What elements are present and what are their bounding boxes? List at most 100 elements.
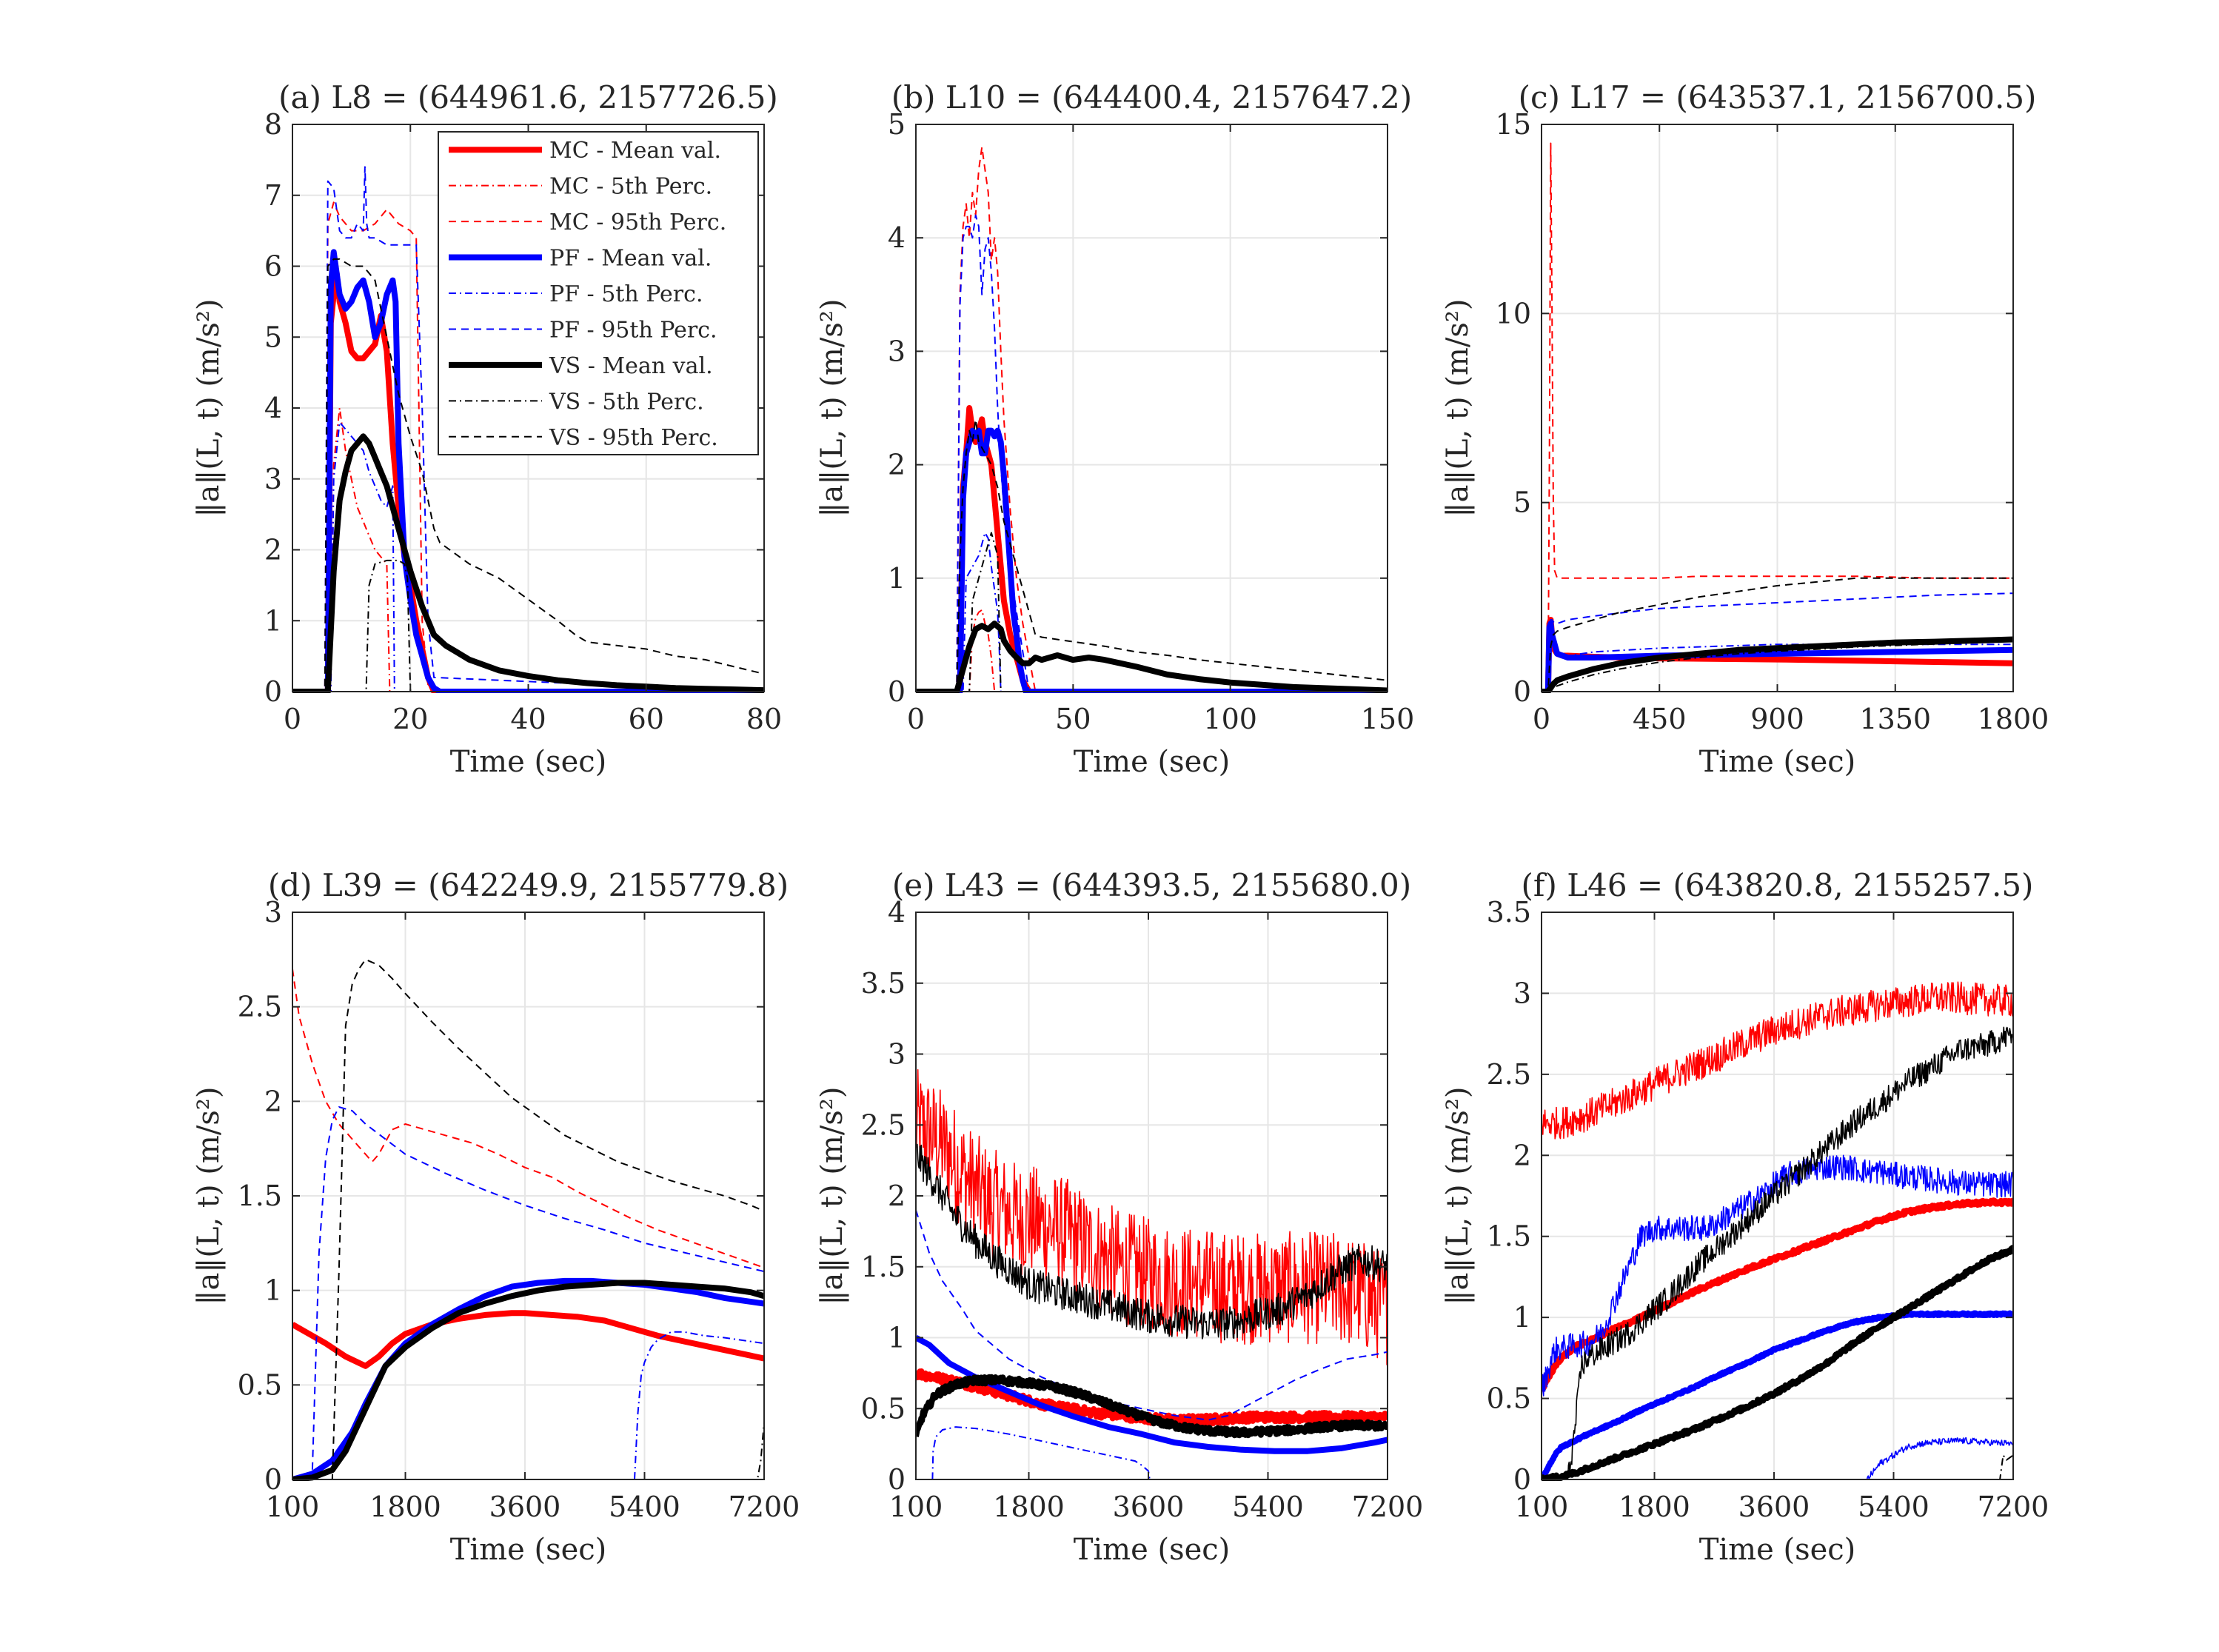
y-tick-label: 8 [264, 108, 282, 141]
x-axis-label: Time (sec) [1699, 745, 1856, 779]
y-tick-label: 0.5 [861, 1392, 906, 1425]
series-pf-95 [292, 166, 764, 692]
legend-entry-1: MC - Mean val. [549, 138, 721, 164]
x-tick-label: 0 [284, 703, 301, 735]
x-axis-label: Time (sec) [450, 1533, 607, 1567]
series-pf-95 [1542, 1154, 2013, 1397]
y-tick-label: 2.5 [861, 1108, 906, 1141]
series-mc-95 [1542, 142, 2013, 692]
x-tick-label: 1800 [1619, 1491, 1690, 1523]
legend-entry-4: PF - Mean val. [549, 246, 712, 272]
series-pf-mean [916, 427, 1388, 693]
y-tick-label: 6 [264, 250, 282, 283]
y-tick-label: 5 [888, 108, 906, 141]
y-tick-label: 5 [264, 321, 282, 353]
series-pf-mean [292, 249, 764, 693]
series-group [916, 146, 1388, 693]
x-tick-label: 1350 [1859, 703, 1931, 735]
chart-title: (b) L10 = (644400.4, 2157647.2) [891, 79, 1412, 116]
series-group [1542, 142, 2013, 693]
x-tick-label: 20 [392, 703, 428, 735]
series-pf-95 [292, 1106, 764, 1480]
y-tick-label: 2 [888, 449, 906, 481]
x-tick-label: 5400 [609, 1491, 680, 1523]
series-mc-95 [1542, 981, 2013, 1140]
series-pf-5 [292, 421, 764, 692]
x-tick-label: 50 [1055, 703, 1091, 735]
y-tick-label: 3.5 [1487, 896, 1531, 929]
y-tick-label: 2.5 [238, 991, 282, 1023]
y-tick-label: 2 [264, 534, 282, 566]
x-tick-label: 80 [746, 703, 782, 735]
series-vs-5 [916, 532, 1388, 692]
y-tick-label: 3 [888, 335, 906, 367]
y-tick-label: 1 [888, 562, 906, 595]
x-tick-label: 7200 [1978, 1491, 2049, 1523]
series-vs-mean [1542, 636, 2013, 693]
y-tick-label: 0 [888, 675, 906, 708]
series-group [916, 1069, 1388, 1480]
series-vs-95 [1542, 1026, 2013, 1480]
x-axis-label: Time (sec) [1074, 1533, 1231, 1567]
y-tick-label: 4 [888, 896, 906, 929]
series-mc-mean [1542, 1197, 2013, 1392]
axes-box [915, 124, 1388, 692]
legend-entry-8: VS - 5th Perc. [549, 389, 704, 415]
x-axis-label: Time (sec) [450, 745, 607, 779]
y-axis-label: ‖a‖(L, t) (m/s²) [1441, 1086, 1475, 1305]
series-mc-5 [916, 609, 1388, 692]
x-tick-label: 3600 [1738, 1491, 1810, 1523]
legend-entry-5: PF - 5th Perc. [549, 281, 703, 307]
series-vs-95 [1542, 577, 2013, 692]
series-vs-mean [292, 1280, 764, 1481]
y-tick-label: 0 [264, 675, 282, 708]
x-tick-label: 7200 [729, 1491, 800, 1523]
y-axis-label: ‖a‖(L, t) (m/s²) [815, 298, 849, 517]
y-tick-label: 3 [264, 463, 282, 495]
plot-area [916, 124, 1388, 692]
x-tick-label: 100 [266, 1491, 320, 1523]
y-tick-label: 1 [888, 1322, 906, 1354]
chart-panel-5: 100 1800 3600 5400 7200 0 0.5 1 1.5 2 2.5 3 3.5 4 Time… [815, 867, 1423, 1567]
series-vs-mean [1542, 1245, 2013, 1481]
y-tick-label: 10 [1496, 297, 1531, 330]
legend-entry-6: PF - 95th Perc. [549, 317, 717, 343]
y-tick-label: 1 [264, 1274, 282, 1307]
y-tick-label: 0.5 [238, 1368, 282, 1401]
series-mc-5 [292, 407, 764, 692]
legend-entry-3: MC - 95th Perc. [549, 210, 726, 235]
series-mc-mean [916, 405, 1388, 693]
chart-panel-6: 100 1800 3600 5400 7200 0 0.5 1 1.5 2 2.5 3 3.5 Time … [1441, 867, 2049, 1567]
y-tick-label: 1.5 [1487, 1220, 1531, 1253]
x-tick-label: 900 [1750, 703, 1804, 735]
chart-panel-3: 0 450 900 1350 1800 0 5 10 15 Time (sec) ‖a‖(L, t)… [1441, 79, 2049, 779]
y-tick-label: 0 [888, 1463, 906, 1496]
x-tick-label: 7200 [1352, 1491, 1424, 1523]
series-pf-5 [916, 532, 1388, 692]
x-tick-label: 100 [1515, 1491, 1569, 1523]
series-vs-mean [916, 1374, 1388, 1439]
y-tick-label: 15 [1496, 108, 1531, 141]
y-axis-label: ‖a‖(L, t) (m/s²) [192, 1086, 226, 1305]
y-tick-label: 0 [1513, 675, 1531, 708]
series-vs-95 [292, 958, 764, 1480]
series-group [292, 958, 764, 1481]
chart-panel-2: 0 50 100 150 0 1 2 3 4 5 Time (sec) ‖a‖(L, t) (m/s²… [815, 79, 1414, 779]
x-tick-label: 0 [1533, 703, 1550, 735]
series-pf-mean [916, 1334, 1388, 1454]
x-tick-label: 1800 [993, 1491, 1065, 1523]
series-vs-mean [292, 433, 764, 693]
y-tick-label: 0.5 [1487, 1382, 1531, 1415]
x-tick-label: 5400 [1858, 1491, 1930, 1523]
x-tick-label: 5400 [1232, 1491, 1304, 1523]
axes-box [1541, 912, 2014, 1480]
legend-entry-2: MC - 5th Perc. [549, 174, 712, 200]
y-tick-label: 3 [264, 896, 282, 929]
y-tick-label: 1 [1513, 1301, 1531, 1334]
y-tick-label: 0 [264, 1463, 282, 1496]
y-tick-label: 1.5 [861, 1251, 906, 1283]
series-mc-95 [916, 1069, 1388, 1366]
y-tick-label: 7 [264, 179, 282, 212]
chart-title: (d) L39 = (642249.9, 2155779.8) [268, 867, 789, 903]
